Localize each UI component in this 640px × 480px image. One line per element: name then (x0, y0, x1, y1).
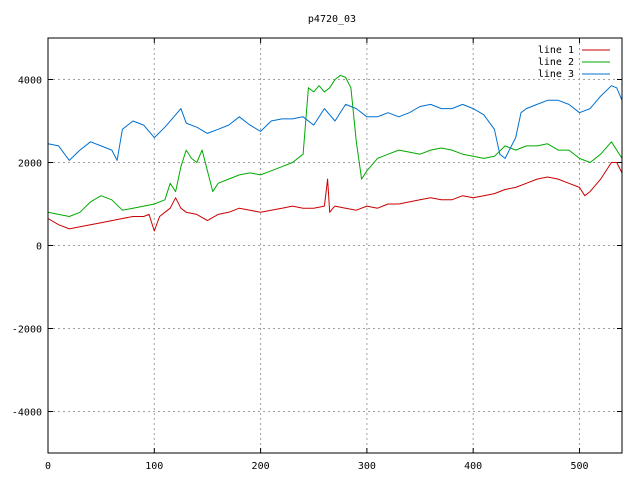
x-tick-label: 300 (358, 461, 376, 472)
chart-title: p4720_03 (308, 14, 356, 25)
legend-label: line 2 (538, 57, 574, 68)
x-tick-label: 100 (145, 461, 163, 472)
series-line-1 (47, 162, 623, 232)
x-tick-label: 0 (45, 461, 51, 472)
y-tick-label: 4000 (18, 76, 42, 87)
y-tick-label: 0 (36, 242, 42, 253)
y-tick-label: -2000 (12, 325, 42, 336)
grid (48, 38, 622, 453)
x-tick-label: 400 (464, 461, 482, 472)
x-tick-label: 500 (570, 461, 588, 472)
series-line-3 (47, 85, 623, 161)
series-line-2 (47, 74, 623, 217)
legend-label: line 3 (538, 69, 574, 80)
axis-ticks: 0 100 200 300 400 500 -4000 -2000 0 2000 4000 (12, 38, 622, 472)
x-tick-label: 200 (252, 461, 270, 472)
legend-label: line 1 (538, 45, 574, 56)
series-lines (47, 74, 623, 232)
y-tick-label: 2000 (18, 159, 42, 170)
y-tick-label: -4000 (12, 408, 42, 419)
